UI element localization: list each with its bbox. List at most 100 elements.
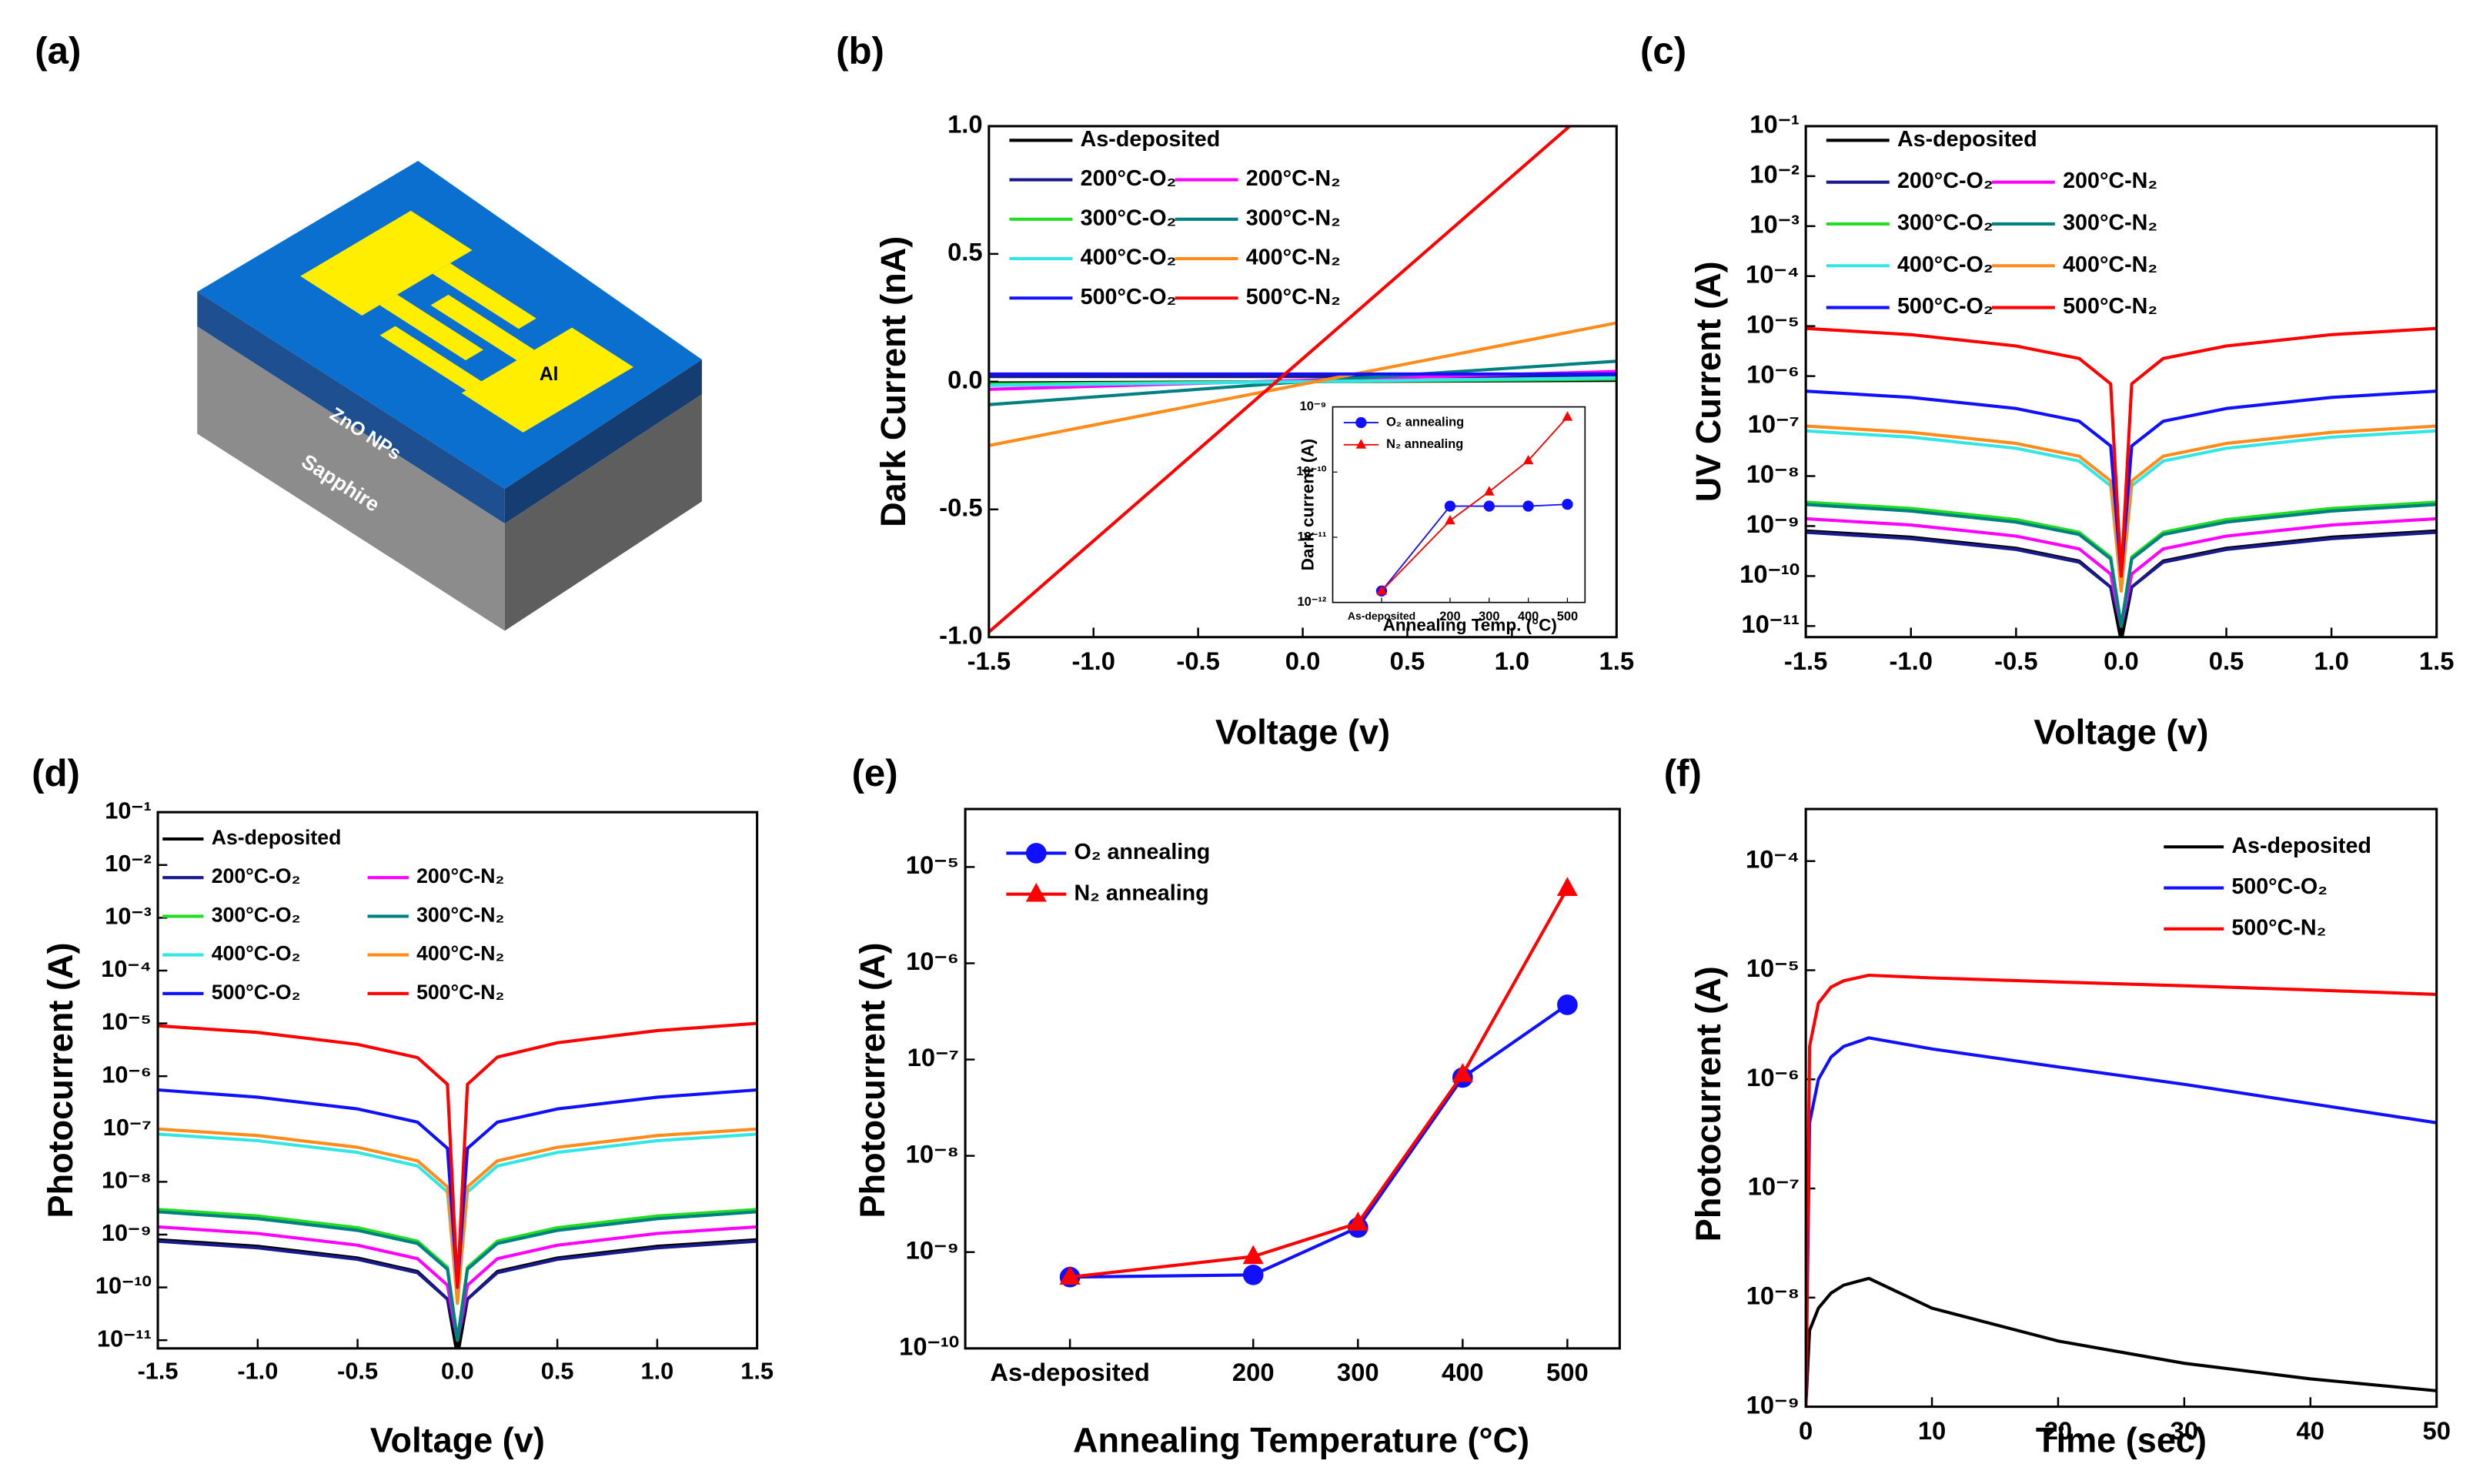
x-tick-label: -1.0 <box>237 1358 278 1385</box>
y-tick-label: 10⁻⁸ <box>1746 460 1800 488</box>
y-tick-label: 10⁻¹ <box>1749 110 1800 139</box>
legend-label: 200°C-N₂ <box>2063 169 2157 193</box>
marker <box>1355 416 1367 429</box>
legend-label: 300°C-O₂ <box>1897 211 1993 236</box>
legend-label: 400°C-N₂ <box>1246 246 1341 270</box>
marker <box>1444 500 1456 512</box>
x-tick-label: 40 <box>2297 1416 2324 1445</box>
x-tick-label: 1.0 <box>641 1358 674 1385</box>
marker <box>1522 500 1534 512</box>
x-tick-label: As-deposited <box>1348 610 1415 622</box>
y-tick-label: 10⁻⁵ <box>1746 309 1800 338</box>
x-tick-label: -0.5 <box>337 1358 378 1385</box>
legend-label: 400°C-O₂ <box>212 942 301 965</box>
y-tick-label: 10⁻⁷ <box>1748 409 1800 438</box>
y-tick-label: 10⁻¹² <box>1298 595 1327 609</box>
panel-label: (d) <box>32 752 80 794</box>
y-axis-label: Dark current (A) <box>1298 439 1318 570</box>
marker <box>1347 1212 1369 1231</box>
y-tick-label: 10⁻⁵ <box>102 1008 152 1035</box>
chart-panel: -1.5 -1.0 -0.5 0.0 0.5 1.0 1.5 10⁻¹¹ 10⁻¹⁰ 10⁻⁹ 10… <box>32 752 774 1460</box>
y-tick-label: 10⁻¹¹ <box>1298 530 1327 543</box>
legend-label: 200°C-O₂ <box>1081 166 1177 191</box>
panel-label: (c) <box>1640 30 1686 72</box>
legend-label: 400°C-N₂ <box>2063 252 2157 277</box>
x-tick-label: -1.0 <box>1072 647 1115 675</box>
legend-label: O₂ annealing <box>1386 415 1464 429</box>
legend-label: As-deposited <box>2231 834 2371 858</box>
marker <box>1562 499 1573 510</box>
legend-label: 400°C-O₂ <box>1897 252 1993 277</box>
x-tick-label: 10 <box>1918 1416 1946 1445</box>
legend-label: As-deposited <box>1081 127 1221 152</box>
legend-label: 500°C-N₂ <box>2063 294 2157 319</box>
legend-label: As-deposited <box>212 826 342 849</box>
y-tick-label: 0.5 <box>947 238 983 266</box>
legend-label: 500°C-O₂ <box>212 981 301 1004</box>
x-tick-label: 0.5 <box>541 1358 574 1385</box>
legend-label: N₂ annealing <box>1386 437 1463 451</box>
y-tick-label: 10⁻⁹ <box>1300 399 1327 413</box>
series-line <box>988 321 1617 447</box>
y-tick-label: 10⁻⁴ <box>1746 259 1800 288</box>
plot-frame <box>964 807 1621 1350</box>
y-tick-label: 10⁻⁶ <box>1746 1063 1800 1091</box>
y-tick-label: 10⁻¹⁰ <box>1739 560 1800 588</box>
x-tick-label: As-deposited <box>990 1358 1150 1386</box>
x-tick-label: -1.5 <box>967 647 1011 675</box>
y-tick-label: 10⁻¹⁰ <box>1296 465 1326 479</box>
x-tick-label: 400 <box>1518 610 1539 623</box>
series-line <box>988 376 1617 387</box>
legend-label: 300°C-O₂ <box>212 903 301 926</box>
series-line <box>1806 973 2437 1407</box>
device-diagram: (a) Al ZnO NPs Sapphire <box>35 30 702 631</box>
y-tick-label: 10⁻⁸ <box>102 1166 152 1193</box>
y-tick-label: -1.0 <box>939 620 982 649</box>
legend-label: 300°C-N₂ <box>416 903 504 926</box>
marker <box>1025 882 1047 902</box>
electrode <box>379 294 483 361</box>
series-line <box>1806 1036 2437 1407</box>
marker <box>1484 486 1495 496</box>
electrode <box>300 210 473 316</box>
legend-label: 200°C-O₂ <box>212 864 301 887</box>
y-tick-label: 10⁻⁶ <box>906 947 959 975</box>
x-tick-label: 0.0 <box>441 1358 474 1385</box>
x-axis-label: Voltage (v) <box>370 1421 545 1460</box>
x-tick-label: -1.5 <box>1784 647 1827 675</box>
x-tick-label: 1.5 <box>1599 647 1634 675</box>
x-tick-label: 1.5 <box>740 1358 774 1385</box>
legend-label: 200°C-N₂ <box>1246 166 1341 191</box>
y-tick-label: 10⁻¹ <box>105 797 152 824</box>
y-tick-label: 10⁻⁹ <box>102 1219 152 1246</box>
x-tick-label: 0 <box>1799 1416 1813 1445</box>
legend-label: O₂ annealing <box>1074 840 1210 864</box>
series-line <box>158 1127 757 1305</box>
electrode <box>432 262 536 329</box>
plot-frame <box>156 811 759 1350</box>
series-group <box>1375 411 1573 597</box>
legend-label: 500°C-O₂ <box>1897 294 1993 319</box>
x-tick-label: -0.5 <box>1176 647 1219 675</box>
chart-panel: -1.5 -1.0 -0.5 0.0 0.5 1.0 1.5-1.0-0.50.00.51.… <box>836 30 1634 752</box>
y-tick-label: 10⁻⁷ <box>1748 1172 1800 1201</box>
zno-top <box>197 160 702 490</box>
series-line <box>1069 887 1569 1279</box>
electrode <box>430 294 535 361</box>
y-axis-label: Photocurrent (A) <box>1689 966 1728 1242</box>
panel-label: (e) <box>852 752 898 794</box>
marker <box>1483 500 1495 512</box>
marker <box>1025 843 1047 864</box>
x-axis-label: Voltage (v) <box>2034 713 2208 752</box>
y-tick-label: 1.0 <box>947 110 983 139</box>
y-tick-label: 10⁻⁷ <box>103 1114 152 1141</box>
marker <box>1562 411 1573 421</box>
legend-label: 300°C-N₂ <box>1246 206 1341 230</box>
plot-frame <box>1804 807 2438 1409</box>
y-tick-label: 10⁻⁴ <box>101 955 152 982</box>
sapphire-right <box>504 394 702 631</box>
x-tick-label: 20 <box>2044 1416 2072 1445</box>
marker <box>1445 514 1455 525</box>
y-tick-label: 10⁻² <box>1749 160 1800 189</box>
